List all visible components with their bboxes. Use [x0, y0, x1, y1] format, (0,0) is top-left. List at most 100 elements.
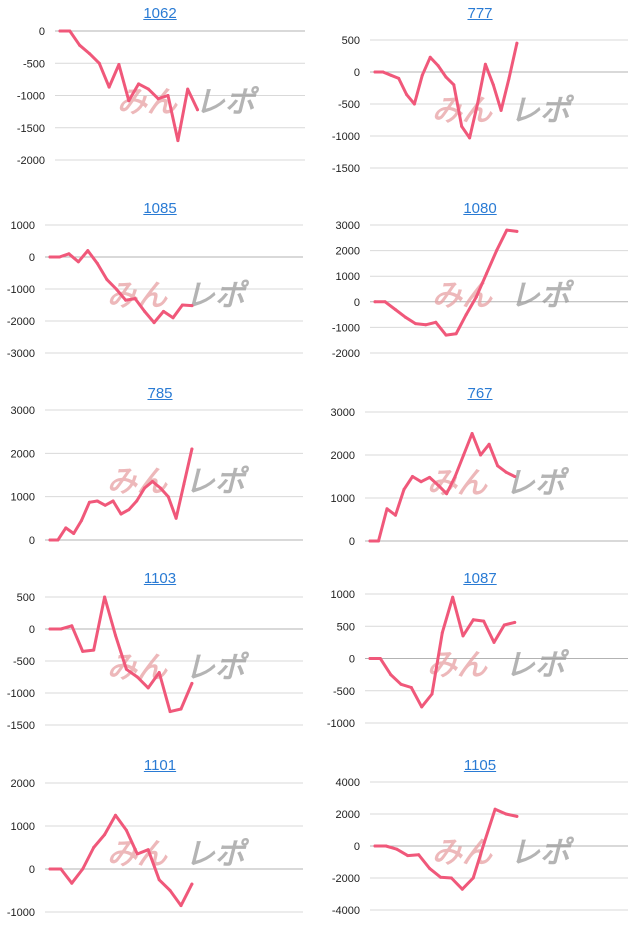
- y-tick-label: 1000: [336, 271, 360, 283]
- data-point: [143, 486, 147, 490]
- data-point: [127, 99, 131, 103]
- data-point: [420, 705, 424, 709]
- data-point: [428, 866, 432, 870]
- watermark-logo: レポ: [185, 465, 250, 500]
- data-point: [105, 277, 109, 281]
- data-point: [493, 807, 497, 811]
- data-point: [424, 323, 428, 327]
- data-point: [385, 507, 389, 511]
- chart-title-link[interactable]: 1085: [143, 200, 177, 217]
- y-tick-label: 2000: [336, 809, 360, 821]
- data-point: [152, 321, 156, 325]
- y-tick-label: 0: [29, 252, 35, 264]
- data-point: [114, 287, 118, 291]
- chart-title-link[interactable]: 1087: [463, 570, 497, 587]
- data-point: [146, 686, 150, 690]
- watermark-logo: レポ: [505, 648, 570, 683]
- series-line: [48, 813, 194, 908]
- y-tick-label: 0: [354, 841, 360, 853]
- data-point: [176, 139, 180, 143]
- chart-panel: 767 3000 2000 1000 0 みん レポ: [320, 380, 640, 560]
- data-point: [389, 73, 393, 77]
- data-point: [440, 631, 444, 635]
- watermark-logo: レポ: [505, 466, 570, 501]
- watermark-logo: みん: [107, 465, 168, 500]
- data-point: [48, 867, 52, 871]
- data-point: [420, 73, 424, 77]
- data-point: [171, 316, 175, 320]
- data-point: [179, 904, 183, 908]
- y-tick-label: -500: [338, 99, 360, 111]
- chart-title-link[interactable]: 1101: [143, 757, 177, 774]
- watermark-logo: みん: [432, 835, 493, 870]
- data-point: [368, 657, 372, 660]
- data-point: [166, 94, 170, 97]
- watermark-logo: レポ: [195, 85, 260, 120]
- y-tick-label: 0: [39, 26, 45, 38]
- y-tick-label: -1000: [7, 688, 35, 700]
- chart-title-link[interactable]: 1062: [143, 5, 177, 22]
- data-point: [80, 519, 83, 522]
- data-point: [394, 513, 397, 517]
- chart-title-link[interactable]: 1080: [463, 200, 497, 217]
- y-tick-label: 500: [342, 35, 360, 47]
- line-chart: 4000 2000 0 -2000 -4000 みん レポ: [332, 777, 628, 917]
- y-tick-label: 1000: [11, 220, 35, 232]
- y-tick-label: -1000: [7, 907, 35, 919]
- data-point: [135, 675, 139, 679]
- data-point: [64, 526, 68, 530]
- data-point: [146, 87, 150, 91]
- data-point: [482, 619, 486, 623]
- data-point: [460, 887, 464, 891]
- watermark-logo: レポ: [185, 278, 250, 313]
- data-point: [444, 333, 448, 337]
- y-tick-label: 2000: [11, 448, 35, 460]
- data-point: [373, 300, 377, 304]
- chart-title-link[interactable]: 777: [467, 5, 493, 22]
- y-tick-label: -3000: [7, 348, 35, 360]
- data-point: [449, 876, 453, 880]
- data-point: [428, 475, 432, 479]
- data-point: [507, 76, 511, 80]
- data-point: [434, 320, 438, 324]
- data-point: [48, 627, 52, 631]
- data-point: [411, 475, 414, 478]
- y-tick-label: 1000: [11, 821, 35, 833]
- data-point: [97, 61, 101, 65]
- y-tick-label: 0: [354, 297, 360, 309]
- chart-title-link[interactable]: 1105: [463, 757, 497, 774]
- data-point: [158, 486, 162, 490]
- data-point: [402, 487, 406, 491]
- data-point: [196, 108, 199, 112]
- data-point: [430, 692, 434, 696]
- data-point: [168, 710, 172, 714]
- y-tick-label: 3000: [336, 220, 360, 232]
- line-chart: 1000 0 -1000 -2000 -3000 みん レポ: [7, 220, 303, 360]
- watermark-logo: みん: [432, 278, 493, 313]
- data-point: [461, 634, 465, 638]
- data-point: [389, 673, 393, 677]
- y-tick-label: 1000: [331, 493, 355, 505]
- chart-title-link[interactable]: 785: [147, 385, 173, 402]
- data-point: [504, 470, 508, 474]
- data-point: [95, 499, 99, 503]
- y-tick-label: 0: [29, 864, 35, 876]
- chart-title-link[interactable]: 1103: [143, 570, 177, 587]
- data-point: [135, 852, 139, 856]
- data-point: [156, 97, 160, 101]
- data-point: [68, 29, 72, 33]
- data-point: [399, 682, 403, 686]
- y-tick-label: -1500: [17, 123, 45, 135]
- data-point: [146, 848, 150, 852]
- data-point: [87, 500, 91, 504]
- data-point: [502, 623, 506, 627]
- data-point: [72, 532, 76, 535]
- data-point: [58, 255, 61, 259]
- data-point: [373, 844, 377, 848]
- data-point: [468, 136, 472, 140]
- data-point: [92, 846, 96, 849]
- y-tick-label: -1500: [332, 163, 360, 175]
- data-point: [190, 882, 194, 886]
- chart-title-link[interactable]: 767: [467, 385, 493, 402]
